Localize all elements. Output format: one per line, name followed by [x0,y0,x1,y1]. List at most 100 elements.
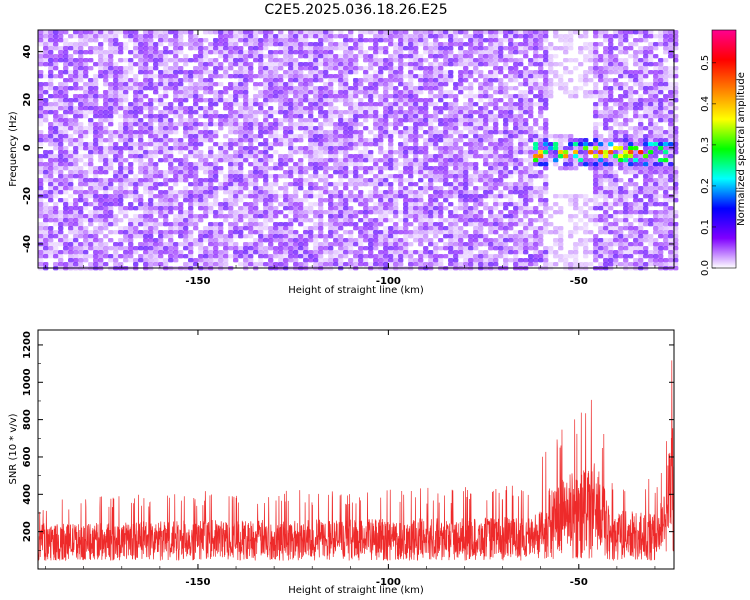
spectrogram-cell [153,130,159,135]
spectrogram-cell [663,42,669,47]
spectrogram-cell [53,114,59,119]
spectrogram-cell [78,142,84,147]
spectrogram-cell [108,34,114,39]
spectrogram-cell [503,158,509,163]
spectrogram-cell [128,170,134,175]
spectrogram-cell [458,122,464,127]
spectrogram-cell [288,66,294,71]
spectrogram-cell [598,162,604,167]
spectrogram-cell [258,186,264,191]
spectrogram-cell [488,38,494,43]
spectrogram-cell [268,90,274,95]
spectrogram-cell [118,114,124,119]
spectrogram-cell [493,182,499,187]
spectrogram-cell [238,134,244,139]
spectrogram-cell [98,58,104,63]
spectrogram-cell [173,198,179,203]
spectrogram-cell [568,202,574,207]
spectrogram-cell [388,94,394,99]
spectrogram-cell [518,114,524,119]
spectrogram-cell [638,122,644,127]
spectrogram-cell [118,86,124,91]
spectrogram-cell [218,210,224,215]
spectrogram-cell [653,98,659,103]
spectrogram-cell [103,94,109,99]
spectrogram-cell [373,138,379,143]
spectrogram-cell [238,198,244,203]
spectrogram-cell [358,54,364,59]
spectrogram-cell [663,118,669,123]
spectrogram-cell [73,166,79,171]
spectrogram-cell [223,66,229,71]
spectrogram-cell [208,46,214,51]
spectrogram-cell [48,78,54,83]
spectrogram-cell [438,154,444,159]
spectrogram-cell [428,202,434,207]
spectrogram-cell [648,70,654,75]
spectrogram-cell [103,226,109,231]
spectrogram-cell [508,210,514,215]
spectrogram-cell [143,54,149,59]
spectrogram-cell [543,210,549,215]
spectrogram-cell [608,206,614,211]
spectrogram-cell [568,166,574,171]
spectrogram-cell [603,90,609,95]
spectrogram-cell [598,174,604,179]
spectrogram-cell [543,38,549,43]
spectrogram-cell [473,42,479,47]
spectrogram-cell [648,194,654,199]
spectrogram-cell [288,78,294,83]
spectrogram-cell [183,70,189,75]
spectrogram-cell [528,134,534,139]
spectrogram-cell [498,170,504,175]
spectrogram-cell [608,174,614,179]
spectrogram-cell [628,146,634,151]
spectrogram-cell [598,98,604,103]
spectrogram-cell [463,74,469,79]
spectrogram-cell [243,210,249,215]
spectrogram-cell [408,106,414,111]
spectrogram-cell [343,194,349,199]
spectrogram-cell [163,210,169,215]
spectrogram-cell [558,34,564,39]
spectrogram-cell [273,50,279,55]
spectrogram-cell [88,98,94,103]
spectrogram-cell [483,62,489,67]
spectrogram-cell [518,222,524,227]
spectrogram-cell [448,102,454,107]
spectrogram-cell [208,82,214,87]
spectrogram-cell [653,214,659,219]
spectrogram-cell [158,74,164,79]
spectrogram-cell [628,46,634,51]
spectrogram-cell [268,66,274,71]
spectrogram-cell [163,126,169,131]
spectrogram-cell [83,206,89,211]
spectrogram-cell [223,150,229,155]
spectrogram-cell [38,210,44,215]
spectrogram-cell [433,94,439,99]
spectrogram-cell [403,38,409,43]
spectrogram-cell [433,50,439,55]
spectrogram-cell [193,118,199,123]
spectrogram-cell [648,46,654,51]
spectrogram-cell [38,38,44,43]
spectrogram-cell [183,94,189,99]
spectrogram-cell [153,162,159,167]
spectrogram-cell [453,194,459,199]
spectrogram-cell [213,154,219,159]
spectrogram-cell [48,134,54,139]
spectrogram-cell [543,218,549,223]
spectrogram-cell [358,82,364,87]
spectrogram-cell [498,90,504,95]
spectrogram-cell [393,90,399,95]
spectrogram-cell [473,146,479,151]
spectrogram-cell [643,158,649,163]
spectrogram-cell [488,50,494,55]
spectrogram-cell [543,90,549,95]
spectrogram-cell [553,46,559,51]
spectrogram-cell [93,170,99,175]
spectrogram-cell [513,122,519,127]
spectrogram-cell [493,194,499,199]
spectrogram-cell [438,62,444,67]
spectrogram-cell [398,110,404,115]
